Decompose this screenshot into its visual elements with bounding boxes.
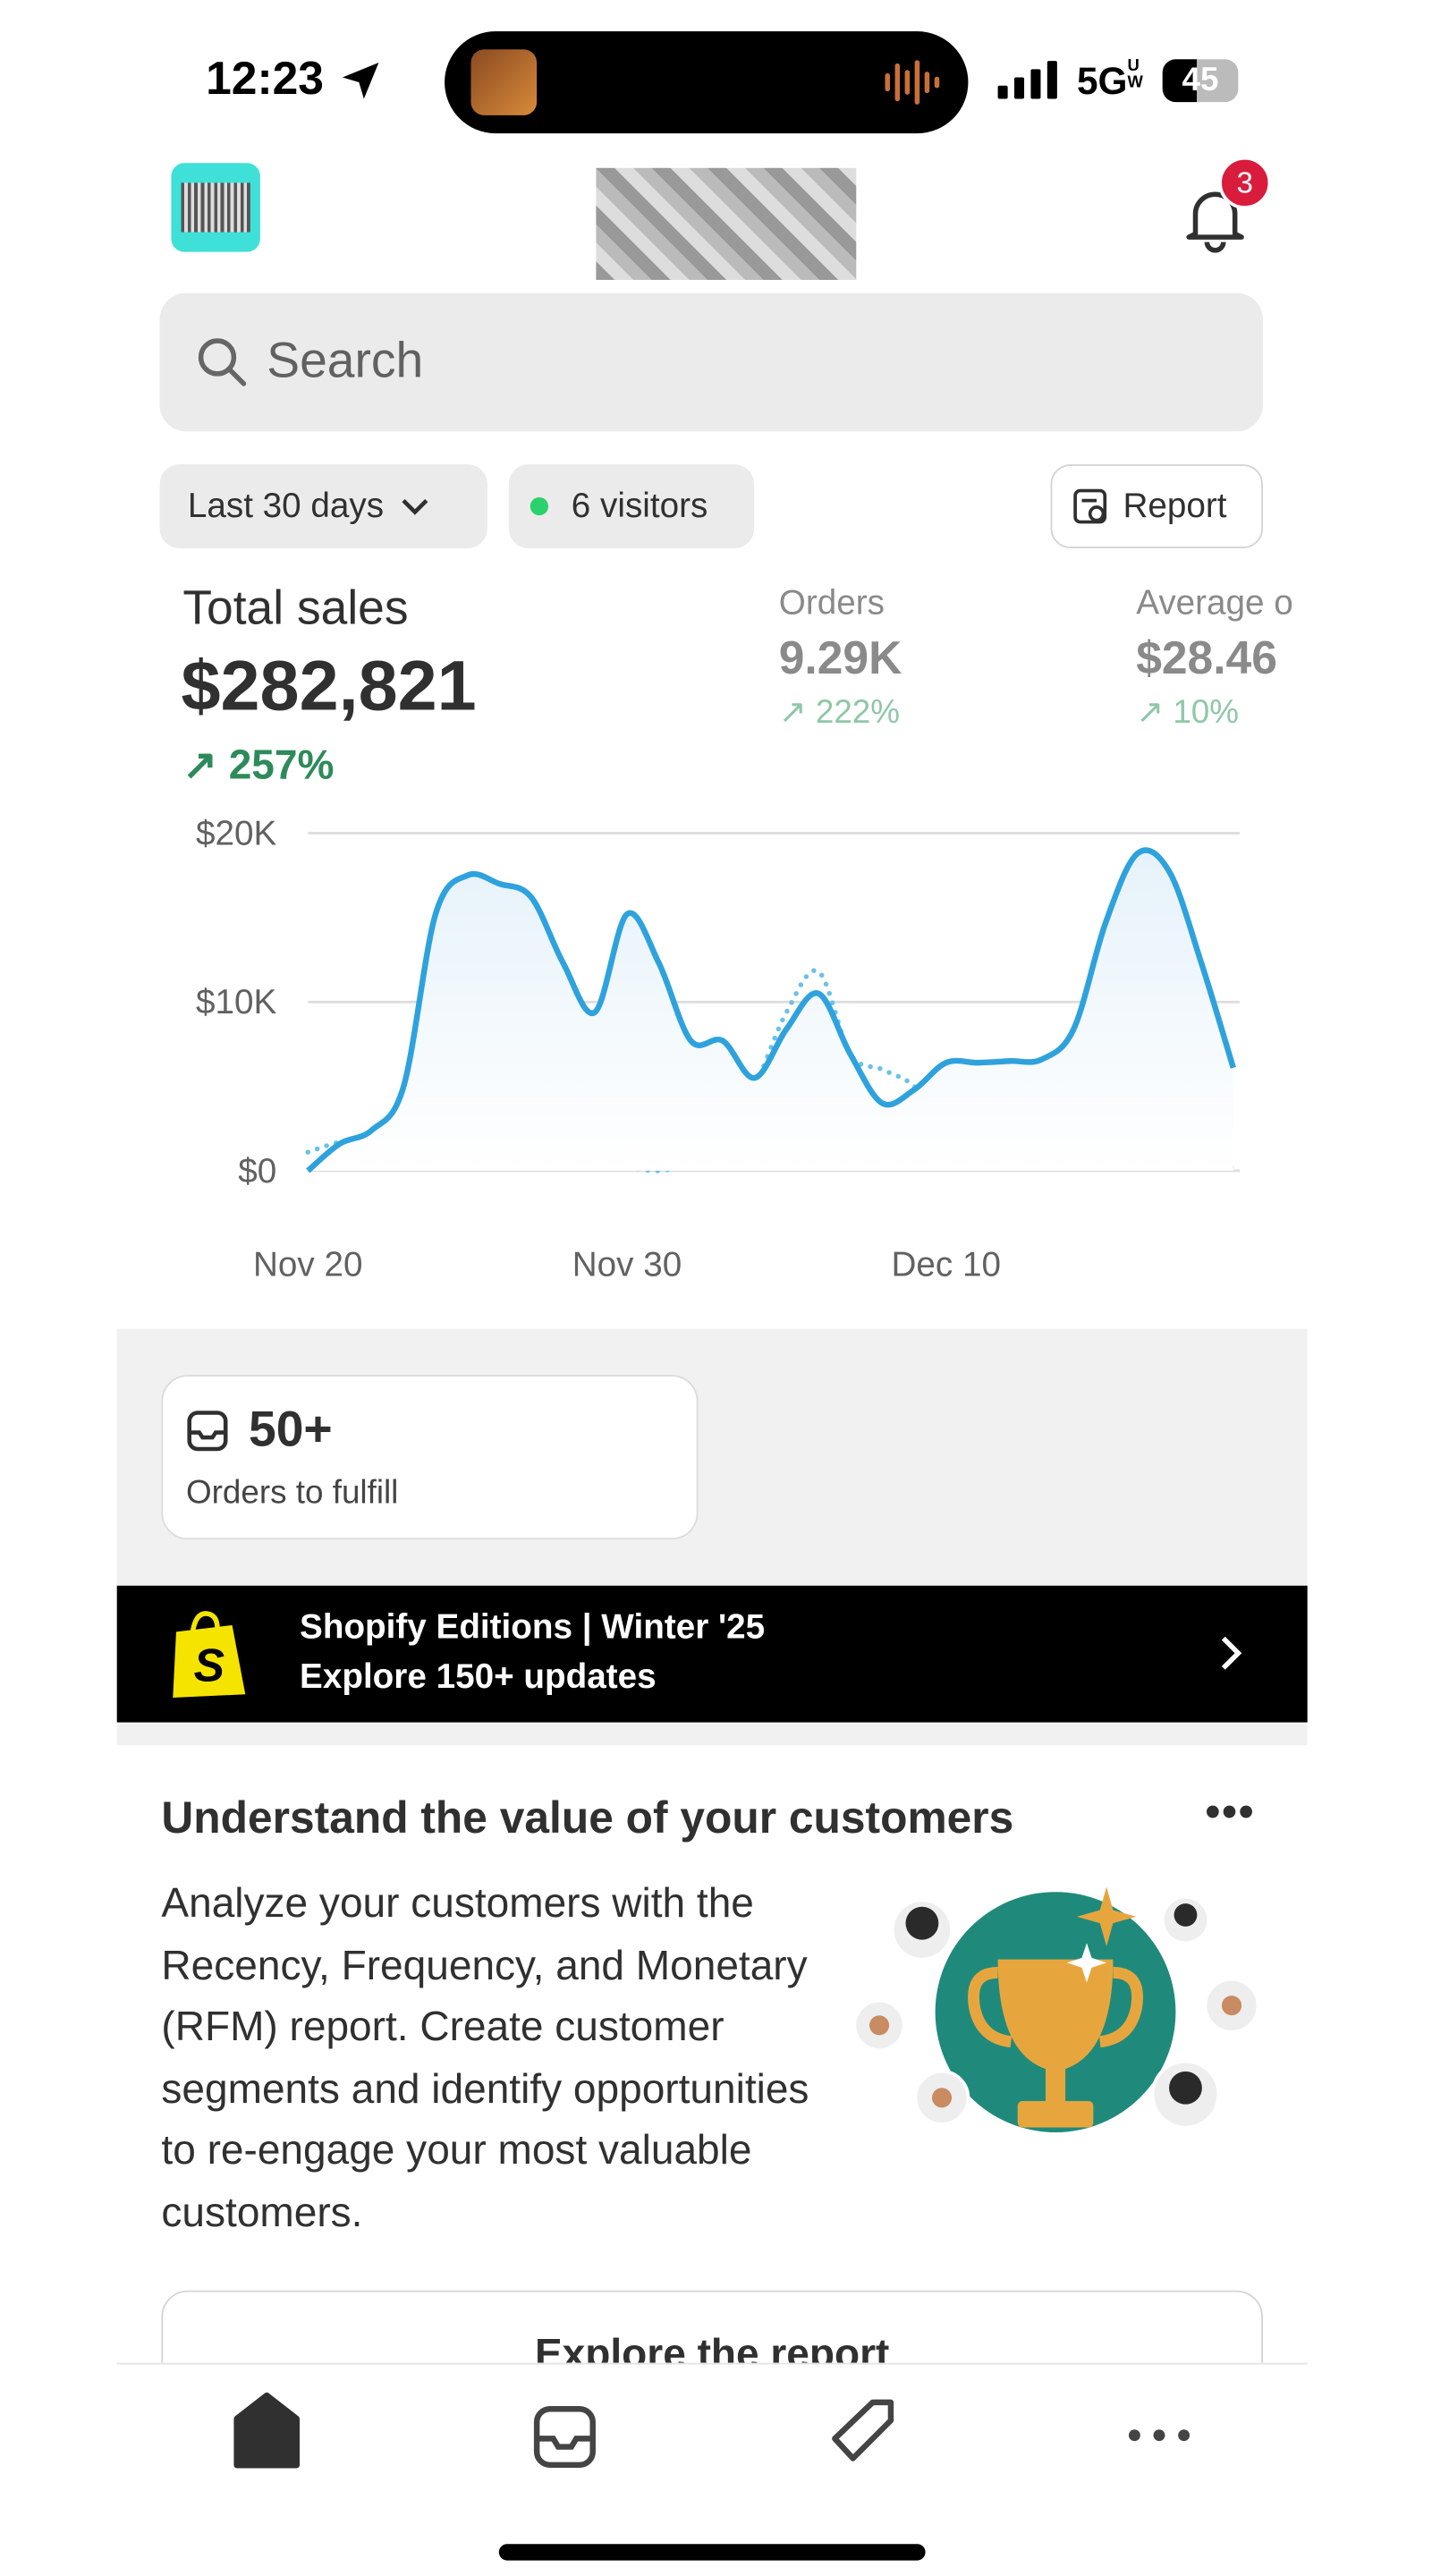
total-sales-value: $282,821 [181,647,477,726]
bottom-nav [116,2362,1308,2576]
chevron-down [402,498,428,514]
card-body: Analyze your customers with the Recency,… [161,1880,809,2236]
orders-icon[interactable] [533,2406,596,2469]
y-tick-label: $20K [196,814,276,852]
report-icon [1073,487,1107,523]
report-label: Report [1123,486,1227,525]
y-tick-label: $10K [196,983,276,1021]
battery: 45 [1162,59,1239,103]
total-sales-change: ↗ 257% [182,742,335,789]
sales-area [308,850,1233,1171]
trophy-illustration [852,1886,1260,2132]
home-icon[interactable] [233,2392,301,2469]
fulfill-label: Orders to fulfill [186,1475,399,1512]
bell-icon[interactable] [1179,181,1251,253]
x-tick-label: Dec 10 [892,1246,1001,1284]
inbox-icon [187,1411,228,1452]
home-indicator [498,2544,926,2561]
x-tick-label: Nov 30 [572,1246,682,1284]
dynamic-island [445,30,969,134]
card-title: Understand the value of your customers [161,1792,1014,1843]
network: 5GUW [1076,57,1148,104]
orders-value: 9.29K [778,631,902,683]
sales-line [306,847,1236,1174]
battery-level: 45 [1182,62,1219,99]
more-icon[interactable] [1128,2429,1191,2442]
time: 12:23 [206,52,324,104]
x-tick-label: Nov 20 [253,1246,362,1284]
average-label: Average o [1136,584,1293,623]
content: 12:23 5GUW 45 3 Search Last 30 days 6 vi… [116,30,1308,2363]
svg-text:S: S [194,1640,225,1691]
change-value: 10% [1173,694,1240,732]
nav-icons [233,2392,1191,2561]
visitors-pill[interactable]: 6 visitors [508,464,755,549]
chevron-right [1221,1636,1242,1670]
album-art [470,49,538,115]
average-change: ↗ 10% [1136,694,1240,732]
fulfill-card[interactable]: 50+ Orders to fulfill [161,1375,699,1540]
change-value: 257% [228,742,335,789]
date-range: Last 30 days [187,486,385,525]
y-tick-label: $0 [238,1152,276,1191]
total-sales-label: Total sales [182,582,409,636]
orders-change: ↗ 222% [778,694,901,732]
search-icon [198,338,247,386]
store-logo[interactable] [171,163,260,252]
orders-label: Orders [778,584,885,623]
banner-subtitle: Explore 150+ updates [300,1657,657,1697]
products-icon[interactable] [832,2399,894,2462]
sales-chart: $0 $10K $20K Nov 20 Nov 30 Dec 10 [196,814,1241,1284]
location-icon [342,62,379,99]
signal [997,61,1057,99]
logo-pixels [181,182,250,233]
explore-button[interactable]: Explore the report [161,2290,1263,2363]
date-filter[interactable]: Last 30 days [159,464,487,549]
change-value: 222% [815,694,901,732]
network-type: 5G [1076,59,1128,103]
network-sub: UW [1127,57,1143,93]
average-value: $28.46 [1136,631,1277,683]
more-button[interactable]: ••• [1205,1786,1256,1836]
explore-label: Explore the report [534,2331,890,2363]
report-button[interactable]: Report [1050,464,1263,549]
search-placeholder: Search [267,334,424,389]
shopify-logo: S [173,1611,246,1698]
notification-badge: 3 [1218,156,1272,209]
live-dot [530,496,549,516]
editions-banner[interactable]: S Shopify Editions | Winter '25 Explore … [116,1585,1308,1723]
banner-title: Shopify Editions | Winter '25 [300,1608,766,1647]
store-name-blurred [596,167,857,280]
fulfill-count: 50+ [248,1402,333,1458]
search-bar[interactable]: Search [159,292,1263,432]
visitors: 6 visitors [571,486,708,525]
audio-wave [885,60,940,105]
